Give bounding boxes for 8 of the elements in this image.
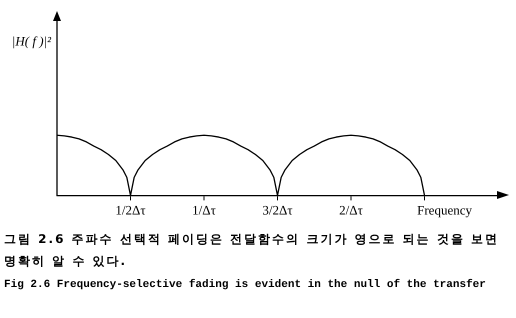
x-tick-label: 2/Δτ bbox=[339, 202, 363, 218]
caption: 그림 2.6 주파수 선택적 페이딩은 전달함수의 크기가 영으로 되는 것을 보면 명확히 알 수 있다. bbox=[3, 231, 500, 270]
text: |H( f )|² bbox=[12, 33, 52, 48]
x-axis-title: Frequency bbox=[417, 202, 472, 218]
x-tick-label: 3/2Δτ bbox=[262, 202, 293, 218]
x-tick-label: 1/2Δτ bbox=[115, 202, 146, 218]
caption: Fig 2.6 Frequency-selective fading is evident in the null of the transfer bbox=[3, 278, 487, 293]
x-tick-label: 1/Δτ bbox=[192, 202, 216, 218]
